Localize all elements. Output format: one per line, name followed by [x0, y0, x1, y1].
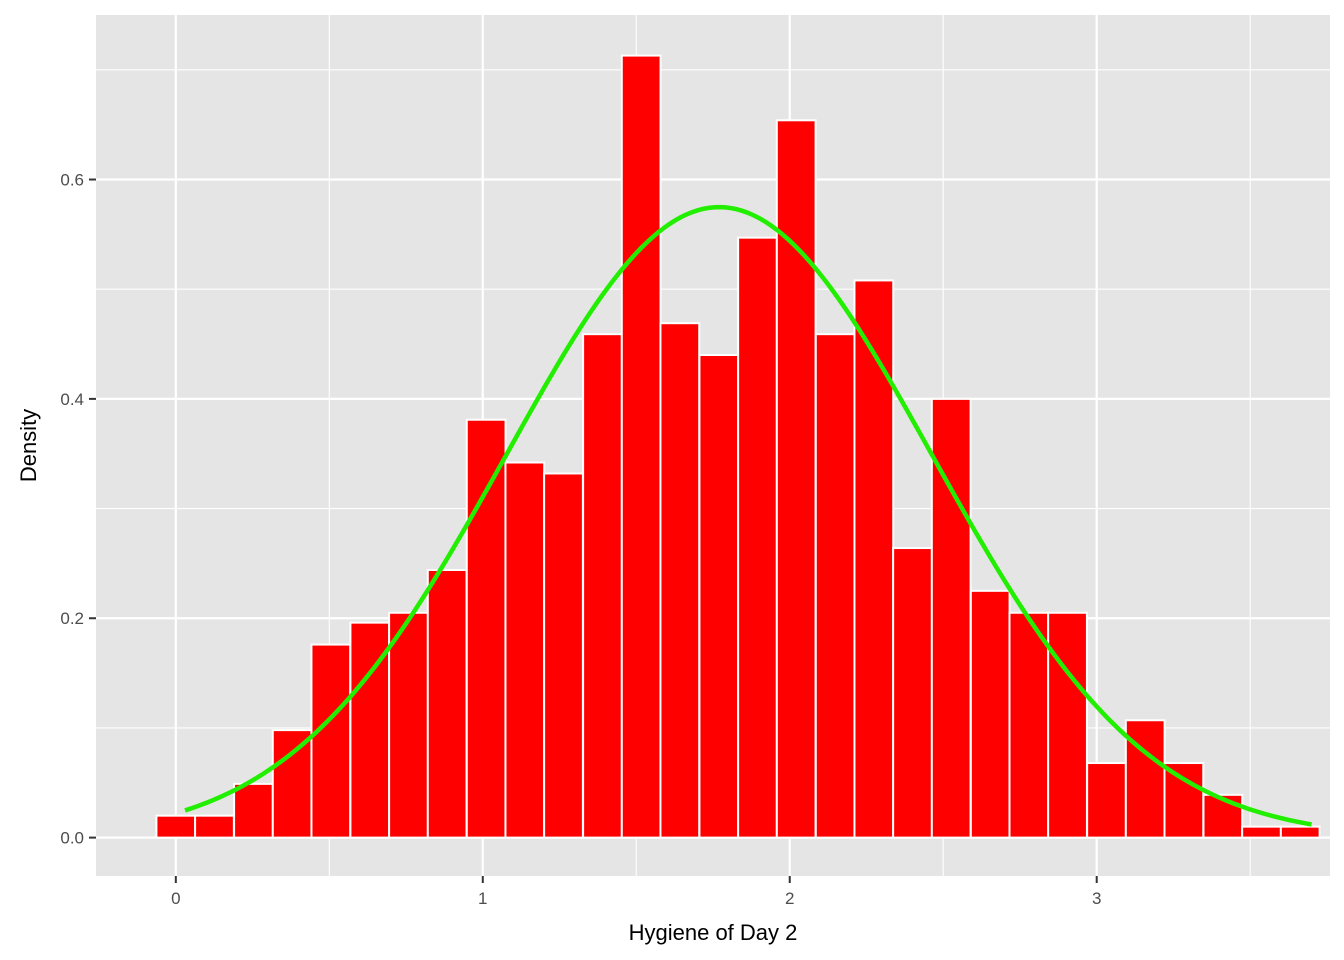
histogram-bar — [1008, 611, 1050, 839]
histogram-bar — [271, 729, 313, 839]
histogram-bar — [930, 397, 972, 839]
histogram-bar — [1124, 719, 1166, 839]
x-tick-label: 3 — [1092, 889, 1101, 908]
histogram-bar — [1086, 762, 1127, 839]
histogram-bar — [194, 814, 235, 839]
histogram-bar — [620, 54, 662, 839]
histogram-bar — [775, 119, 817, 839]
histogram-bar — [698, 354, 740, 839]
histogram-bar — [233, 782, 274, 839]
y-axis: 0.0 0.2 0.4 0.6 — [60, 171, 96, 848]
y-axis-title: Density — [16, 409, 41, 482]
histogram-bar — [1163, 762, 1205, 839]
histogram-bar — [388, 611, 429, 839]
histogram-bar — [853, 279, 895, 839]
histogram-bar — [969, 589, 1011, 839]
histogram-bar — [659, 322, 701, 839]
histogram-bar — [814, 333, 856, 839]
y-tick-label: 0.0 — [60, 829, 84, 848]
histogram-bar — [155, 814, 197, 839]
x-axis-title: Hygiene of Day 2 — [629, 920, 798, 945]
histogram-bar — [892, 547, 933, 839]
normal-density-curve — [184, 204, 1312, 827]
x-tick-label: 0 — [171, 889, 180, 908]
histogram-bar — [1279, 825, 1321, 839]
histogram-bar — [543, 472, 584, 839]
histogram-bar — [504, 461, 546, 839]
x-tick-label: 1 — [478, 889, 487, 908]
y-tick-label: 0.2 — [60, 609, 84, 628]
histogram-bars — [155, 54, 1321, 839]
x-axis: 0 1 2 3 — [171, 876, 1101, 908]
histogram-bar — [426, 568, 468, 839]
histogram-bar — [465, 418, 507, 839]
histogram-bar — [1241, 825, 1282, 839]
histogram-bar — [1047, 611, 1088, 839]
histogram-bar — [737, 236, 778, 839]
y-tick-label: 0.4 — [60, 390, 84, 409]
y-tick-label: 0.6 — [60, 171, 84, 190]
histogram-bar — [582, 333, 623, 839]
histogram-bar — [310, 643, 352, 839]
x-tick-label: 2 — [785, 889, 794, 908]
